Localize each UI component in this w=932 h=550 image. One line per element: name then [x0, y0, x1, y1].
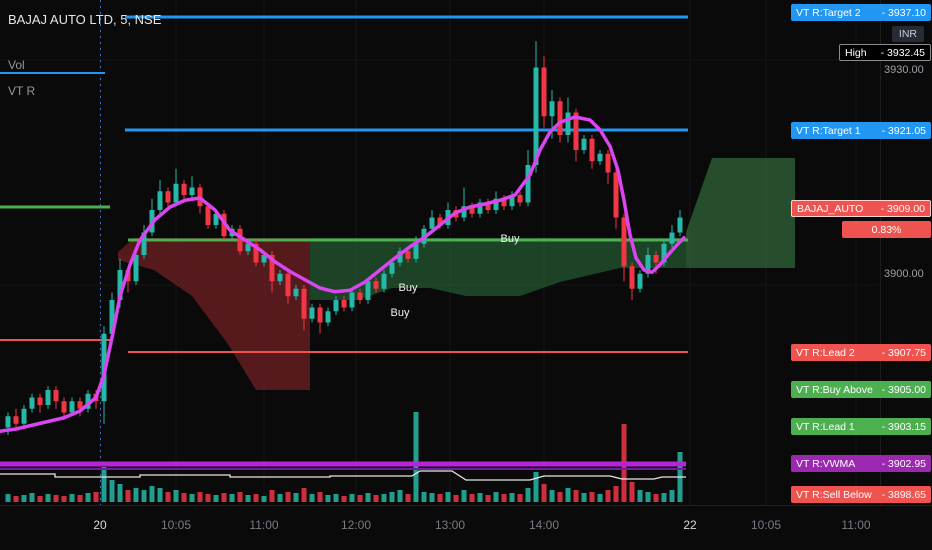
- time-axis-label: 11:00: [841, 518, 871, 532]
- price-badge-vwma[interactable]: VT R:VWMA - 3902.95: [791, 455, 931, 472]
- badge-label: VT R:Target 1: [796, 124, 861, 137]
- buy-signal-label: Buy: [398, 282, 418, 294]
- price-badge-buy-above[interactable]: VT R:Buy Above - 3905.00: [791, 381, 931, 398]
- badge-label: High: [845, 46, 867, 59]
- badge-value: - 3907.75: [881, 346, 926, 359]
- time-axis-label: 11:00: [249, 518, 279, 532]
- legend-item-vtr[interactable]: VT R: [8, 84, 36, 98]
- price-labels-layer: VT R:Target 2 - 3937.10 High - 3932.45 VT R:…: [791, 4, 931, 503]
- legend-item-volume[interactable]: Vol: [8, 58, 25, 72]
- time-axis-label: 20: [93, 518, 107, 532]
- badge-label: VT R:Lead 2: [796, 346, 855, 359]
- badge-label: VT R:VWMA: [796, 457, 856, 470]
- price-badge-change[interactable]: 0.83%: [842, 221, 931, 238]
- badge-value: - 3909.00: [880, 202, 925, 215]
- badge-label: VT R:Buy Above: [796, 383, 873, 396]
- badge-value: 0.83%: [871, 223, 902, 236]
- badge-value: - 3921.05: [881, 124, 926, 137]
- price-badge-lead-2[interactable]: VT R:Lead 2 - 3907.75: [791, 344, 931, 361]
- badge-value: - 3937.10: [881, 6, 926, 19]
- badge-label: VT R:Lead 1: [796, 420, 855, 433]
- badge-value: - 3903.15: [881, 420, 926, 433]
- time-axis-label: 12:00: [340, 518, 372, 532]
- currency-toggle[interactable]: INR: [891, 26, 924, 42]
- price-badge-target-1[interactable]: VT R:Target 1 - 3921.05: [791, 122, 931, 139]
- price-badge-high[interactable]: High - 3932.45: [839, 44, 931, 61]
- buy-signal-label: Buy: [390, 307, 410, 319]
- price-axis-label: 3900.00: [884, 268, 924, 280]
- price-pane[interactable]: BAJAJ AUTO LTD, 5, NSE Vol VT R Buy Buy Bu…: [0, 0, 880, 505]
- badge-label: VT R:Target 2: [796, 6, 861, 19]
- time-axis-label: 10:05: [160, 518, 192, 532]
- price-badge-lead-1[interactable]: VT R:Lead 1 - 3903.15: [791, 418, 931, 435]
- badge-label: BAJAJ_AUTO: [797, 202, 864, 215]
- badge-value: - 3898.65: [881, 488, 926, 501]
- buy-signal-label: Buy: [500, 233, 520, 245]
- symbol-legend[interactable]: BAJAJ AUTO LTD, 5, NSE: [8, 12, 162, 27]
- price-axis[interactable]: 3930.00 3900.00: [880, 0, 932, 505]
- badge-value: - 3902.95: [881, 457, 926, 470]
- time-axis-label: 22: [683, 518, 697, 532]
- badge-label: VT R:Sell Below: [796, 488, 872, 501]
- price-badge-target-2[interactable]: VT R:Target 2 - 3937.10: [791, 4, 931, 21]
- price-axis-label: 3930.00: [884, 64, 924, 76]
- badge-value: - 3932.45: [880, 46, 925, 59]
- time-axis-label: 13:00: [434, 518, 466, 532]
- time-axis-label: 10:05: [750, 518, 782, 532]
- time-axis-label: 14:00: [528, 518, 560, 532]
- price-badge-symbol[interactable]: BAJAJ_AUTO - 3909.00: [791, 200, 931, 217]
- badge-value: - 3905.00: [881, 383, 926, 396]
- time-axis[interactable]: 20 10:05 11:00 12:00 13:00 14:00 22 10:05 11:00: [0, 505, 932, 550]
- chart-canvas[interactable]: [0, 0, 880, 505]
- price-badge-sell-below[interactable]: VT R:Sell Below - 3898.65: [791, 486, 931, 503]
